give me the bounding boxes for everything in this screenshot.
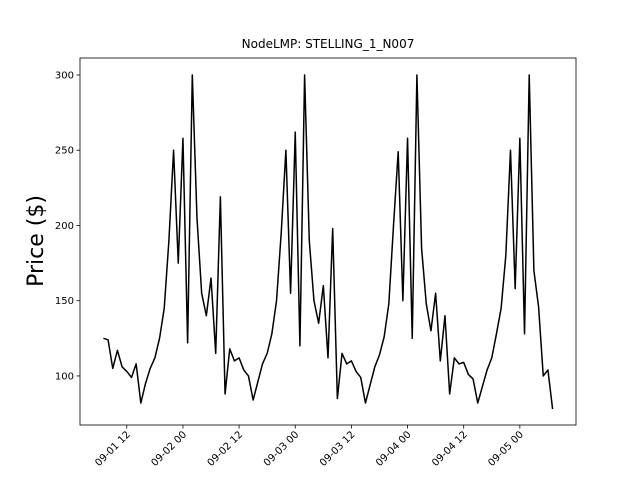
x-tick-label: 09-02 00	[149, 429, 189, 469]
y-axis-label: Price ($)	[24, 195, 49, 287]
x-tick-label: 09-05 00	[486, 429, 526, 469]
x-tick-label: 09-04 12	[430, 429, 470, 469]
x-tick-label: 09-01 12	[93, 429, 133, 469]
x-tick-label: 09-02 12	[206, 429, 246, 469]
price-line	[103, 74, 554, 410]
x-tick-label: 09-03 00	[262, 429, 302, 469]
plot-frame	[79, 57, 577, 426]
chart-title: NodeLMP: STELLING_1_N007	[242, 37, 415, 51]
y-tick-label: 250	[55, 146, 74, 157]
y-tick-label: 100	[55, 371, 74, 382]
x-tick-label: 09-04 00	[374, 429, 414, 469]
y-tick-label: 300	[55, 71, 74, 82]
y-tick-label: 150	[55, 296, 74, 307]
y-tick-label: 200	[55, 221, 74, 232]
x-tick-label: 09-03 12	[318, 429, 358, 469]
